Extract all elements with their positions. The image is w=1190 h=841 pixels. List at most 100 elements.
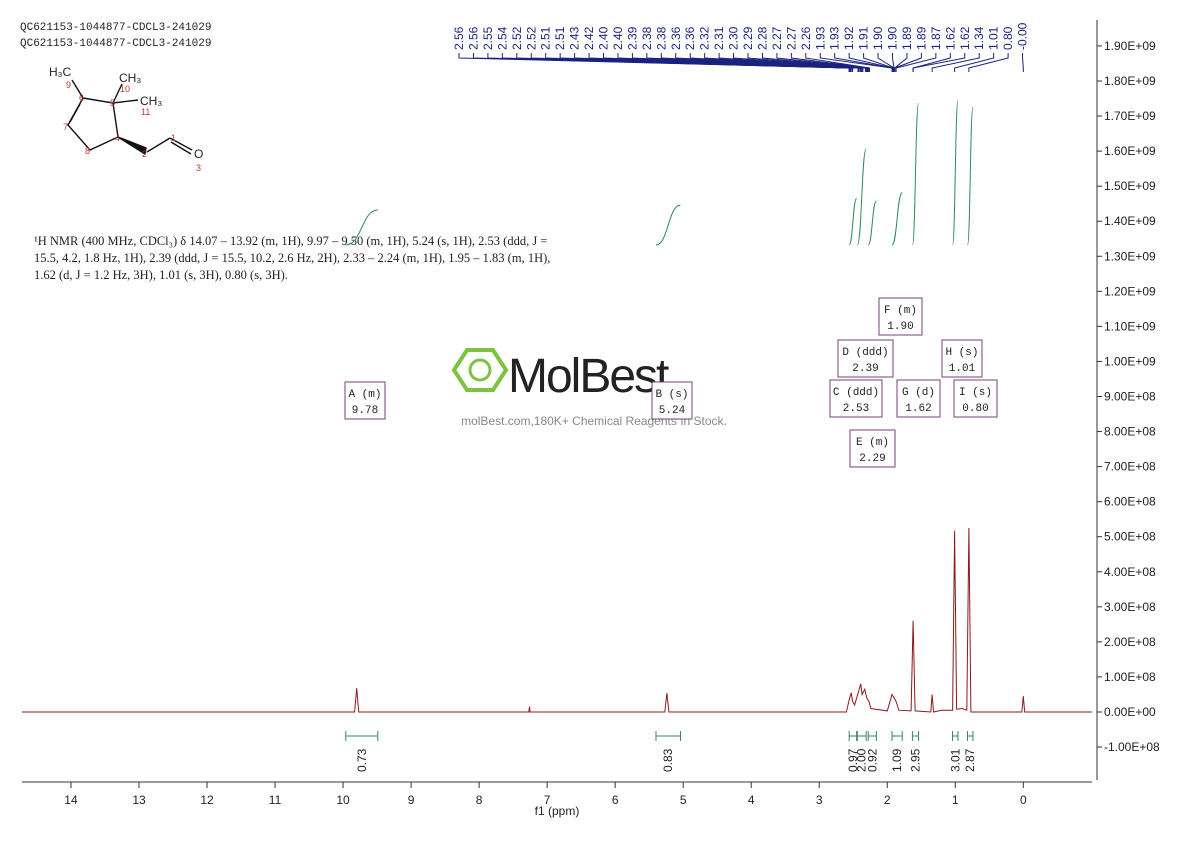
- peak-label: 1.87: [929, 26, 943, 50]
- atom-number: 10: [120, 84, 130, 94]
- peak-label: 2.56: [452, 26, 466, 50]
- atom-number: 4: [115, 133, 120, 143]
- peak-label: 2.27: [784, 26, 798, 50]
- integral-curve: [891, 192, 903, 246]
- peak-label: 2.26: [799, 26, 813, 50]
- multiplet-shift: 0.80: [962, 403, 988, 415]
- peak-label: 1.34: [972, 26, 986, 50]
- peak-connector: [1022, 53, 1024, 72]
- y-tick-label: 6.00E+08: [1104, 495, 1156, 509]
- integral-label: 2.87: [963, 748, 977, 772]
- peak-label: 1.89: [914, 26, 928, 50]
- peak-connector: [790, 53, 870, 72]
- multiplet-box: [651, 381, 693, 420]
- integral-bracket: [655, 731, 681, 741]
- peak-connector: [704, 53, 866, 72]
- y-tick-label: 1.20E+09: [1104, 284, 1156, 298]
- peak-label: 2.29: [741, 26, 755, 50]
- peak-label: 1.93: [828, 26, 842, 50]
- multiplet-box: [344, 381, 386, 420]
- atom-number: 8: [85, 146, 90, 156]
- multiplet-name: E (m): [856, 437, 889, 449]
- integral-bracket: [967, 731, 974, 741]
- x-tick-label: 2: [884, 793, 891, 807]
- multiplet-name: I (s): [959, 387, 992, 399]
- multiplet-box: [953, 379, 998, 418]
- multiplet-name: H (s): [945, 347, 978, 359]
- integral-curve: [867, 200, 877, 246]
- peak-label: 2.52: [524, 26, 538, 50]
- integral-curve: [856, 148, 867, 246]
- peak-label: 2.39: [625, 26, 639, 50]
- y-tick-label: 1.10E+09: [1104, 319, 1156, 333]
- peak-label: 2.40: [611, 26, 625, 50]
- peak-connector: [863, 53, 894, 72]
- peak-connector: [954, 53, 995, 72]
- atom-number: 6: [79, 93, 84, 103]
- x-tick-label: 12: [200, 793, 214, 807]
- integral-bracket: [911, 731, 920, 741]
- multiplet-shift: 2.39: [852, 363, 878, 375]
- atom-number: 5: [110, 98, 115, 108]
- peak-label: 2.54: [495, 26, 509, 50]
- multiplet-box: [941, 339, 983, 378]
- multiplet-name: C (ddd): [833, 387, 879, 399]
- x-tick-label: 14: [64, 793, 78, 807]
- x-tick-label: 1: [952, 793, 959, 807]
- multiplet-name: D (ddd): [842, 347, 888, 359]
- peak-connector: [819, 53, 893, 72]
- integral-bracket: [345, 731, 379, 741]
- header-line: QC621153-1044877-CDCL3-241029: [20, 38, 211, 50]
- nmr-description: ¹H NMR (400 MHz, CDCl₃) δ 14.07 – 13.92 …: [34, 234, 547, 248]
- peak-connector: [895, 53, 937, 72]
- integral-bracket: [867, 731, 877, 741]
- y-tick-label: 1.90E+09: [1104, 39, 1156, 53]
- multiplet-shift: 9.78: [352, 405, 378, 417]
- x-axis-label: f1 (ppm): [535, 804, 580, 818]
- atom-number: 1: [171, 133, 176, 143]
- x-tick-label: 7: [544, 793, 551, 807]
- peak-connector: [912, 53, 966, 72]
- peak-connector: [733, 53, 868, 72]
- atom-number: 3: [196, 163, 201, 173]
- multiplet-shift: 2.29: [859, 453, 885, 465]
- integral-curve: [967, 106, 974, 246]
- y-tick-label: 1.00E+09: [1104, 354, 1156, 368]
- y-tick-label: 1.70E+09: [1104, 109, 1156, 123]
- spectrum: [22, 527, 1092, 713]
- multiplet-box: [896, 379, 941, 418]
- y-tick-label: 1.40E+09: [1104, 214, 1156, 228]
- peak-label: 1.01: [987, 26, 1001, 50]
- y-tick-label: 1.30E+09: [1104, 249, 1156, 263]
- x-tick-label: 8: [476, 793, 483, 807]
- y-tick-label: 8.00E+08: [1104, 425, 1156, 439]
- peak-label: 1.89: [900, 26, 914, 50]
- integral-curve: [911, 102, 920, 246]
- multiplet-box: [829, 379, 883, 418]
- peak-label: 1.90: [871, 26, 885, 50]
- peak-label: 1.92: [842, 26, 856, 50]
- nmr-description: 15.5, 4.2, 1.8 Hz, 1H), 2.39 (ddd, J = 1…: [34, 251, 550, 265]
- integral-label: 0.92: [865, 748, 879, 772]
- y-tick-label: 1.00E+08: [1104, 670, 1156, 684]
- integral-curve: [655, 204, 681, 246]
- integral-label: 0.83: [661, 748, 675, 772]
- y-tick-label: 7.00E+08: [1104, 460, 1156, 474]
- peak-label: 2.30: [727, 26, 741, 50]
- multiplet-name: A (m): [348, 389, 381, 401]
- atom-label: CH₃: [140, 94, 162, 108]
- y-tick-label: -1.00E+08: [1104, 740, 1160, 754]
- multiplet-shift: 1.90: [887, 321, 913, 333]
- y-tick-label: 2.00E+08: [1104, 635, 1156, 649]
- peak-label: 1.93: [813, 26, 827, 50]
- peak-label: 1.91: [857, 26, 871, 50]
- y-tick-label: 4.00E+08: [1104, 565, 1156, 579]
- y-tick-label: 1.80E+09: [1104, 74, 1156, 88]
- peak-connector: [968, 53, 1009, 72]
- nmr-description: 1.62 (d, J = 1.2 Hz, 3H), 1.01 (s, 3H), …: [34, 268, 288, 282]
- atom-number: 2: [142, 149, 147, 159]
- peak-label: 2.51: [553, 26, 567, 50]
- peak-label: 2.56: [466, 26, 480, 50]
- peak-label: 2.38: [654, 26, 668, 50]
